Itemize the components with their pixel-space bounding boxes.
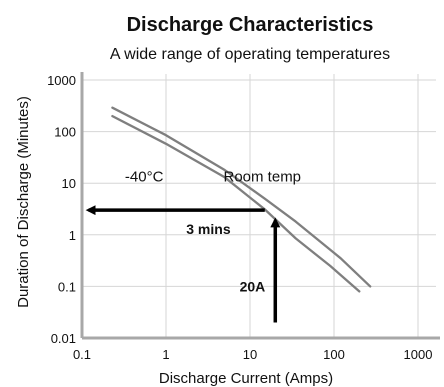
y-tick-label: 1 (69, 228, 76, 243)
chart-title: Discharge Characteristics (127, 14, 374, 36)
y-tick-label: 1000 (47, 73, 76, 88)
x-tick-label: 100 (323, 347, 345, 362)
series-label-1: Room temp (224, 168, 302, 185)
series-line-1 (111, 106, 372, 288)
y-tick-label: 10 (62, 176, 76, 191)
series-line-0 (111, 114, 361, 293)
x-tick-label: 1 (162, 347, 169, 362)
series-lines (111, 106, 372, 293)
annotation-3-mins: 3 mins (186, 221, 231, 237)
x-tick-label: 1000 (404, 347, 433, 362)
x-tick-label: 0.1 (73, 347, 91, 362)
y-axis-label: Duration of Discharge (Minutes) (15, 96, 32, 308)
x-tick-label: 10 (243, 347, 257, 362)
x-axis-label: Discharge Current (Amps) (159, 370, 333, 387)
y-tick-label: 0.1 (58, 279, 76, 294)
series-labels: -40°C Room temp (125, 168, 301, 185)
chart-subtitle: A wide range of operating temperatures (110, 46, 390, 63)
y-tick-label: 100 (54, 125, 76, 140)
annotations: 3 mins 20A (85, 205, 281, 323)
y-tick-label: 0.01 (51, 331, 76, 346)
annotation-20a: 20A (240, 278, 266, 294)
series-label-0: -40°C (125, 168, 164, 185)
